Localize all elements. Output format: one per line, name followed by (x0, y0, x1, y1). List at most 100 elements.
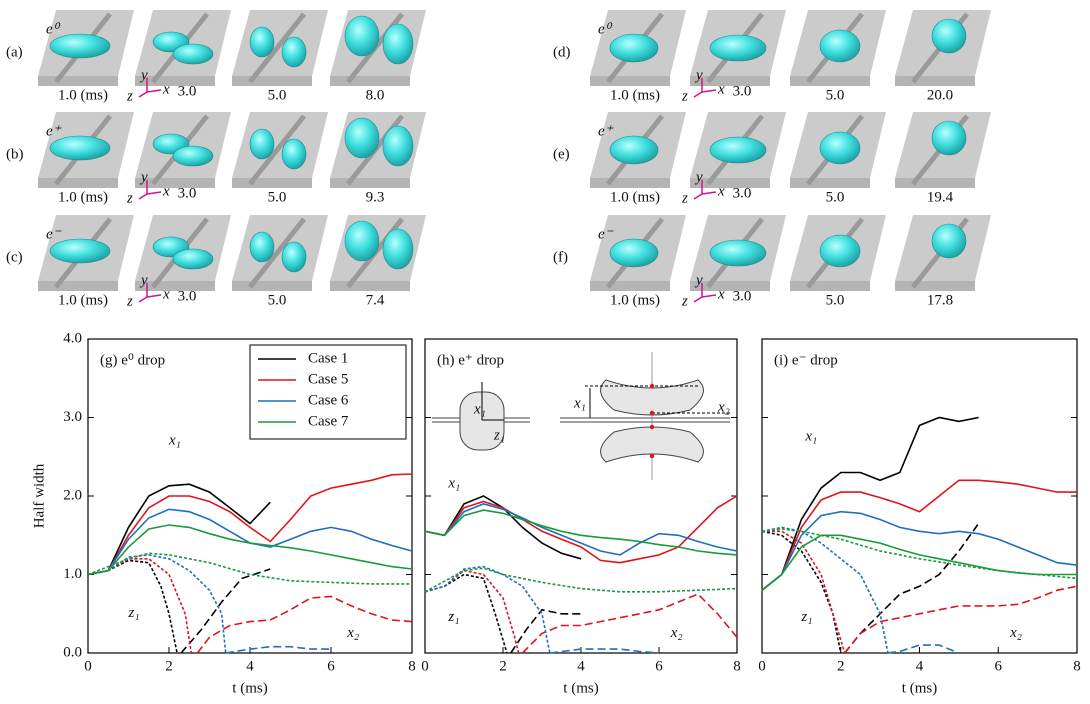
x-tick-label: 8 (408, 658, 416, 674)
curve (88, 559, 191, 653)
drop (610, 136, 658, 164)
substrate-front (232, 281, 312, 291)
axis-label: z (681, 190, 688, 206)
substrate-front (790, 76, 870, 86)
axis-label: y (139, 169, 148, 185)
substrate-front (330, 178, 410, 188)
curve (425, 496, 581, 559)
time-label: 17.8 (927, 292, 953, 308)
chart-title: (i) e⁻ drop (774, 352, 838, 368)
time-label: 9.3 (366, 189, 385, 205)
axis-arrow (147, 192, 161, 194)
axis-arrow (139, 92, 147, 97)
axis-arrow (147, 295, 161, 297)
time-label: 3.0 (733, 83, 752, 99)
curve (88, 553, 412, 584)
axis-label: y (139, 67, 148, 83)
curve (425, 568, 737, 592)
substrate-front (232, 76, 312, 86)
snapshot (895, 10, 991, 86)
x-tick-label: 0 (758, 658, 766, 674)
substrate-front (330, 281, 410, 291)
annotation: z₁ (128, 605, 140, 621)
state-label: e⁰ (598, 21, 613, 37)
drop (932, 224, 966, 258)
time-label: 1.0 (ms) (58, 189, 108, 205)
axis-arrow (702, 192, 716, 194)
time-label: 5.0 (826, 292, 845, 308)
drop (345, 118, 379, 158)
legend-label: Case 6 (308, 392, 349, 408)
state-label: e⁻ (598, 226, 614, 242)
state-label: e⁺ (598, 123, 614, 139)
annotation: x₁ (168, 432, 181, 448)
drop (50, 136, 110, 160)
curve (523, 594, 738, 653)
drop (383, 126, 413, 166)
axis-label: x (162, 81, 170, 97)
drop (345, 221, 379, 261)
drop (282, 242, 306, 272)
snapshot (330, 112, 426, 188)
curve (425, 510, 737, 555)
x-tick-label: 2 (165, 658, 173, 674)
substrate-front (895, 281, 975, 291)
annotation: z₁ (800, 609, 812, 625)
inset-point (650, 411, 654, 415)
y-tick-label: 2.0 (63, 487, 82, 503)
curve (762, 531, 841, 653)
x-tick-label: 4 (246, 658, 254, 674)
axis-label: x (717, 286, 725, 302)
drop (932, 121, 966, 155)
snapshot (790, 10, 886, 86)
drop (250, 232, 274, 262)
inset-point (650, 384, 654, 388)
snapshot (330, 10, 426, 86)
time-label: 1.0 (ms) (58, 292, 108, 308)
curve (425, 496, 737, 563)
curve (845, 586, 1077, 653)
axis-arrow (139, 194, 147, 199)
time-label: 5.0 (268, 292, 287, 308)
snapshot (232, 112, 328, 188)
x-tick-label: 2 (837, 658, 845, 674)
x-tick-label: 4 (577, 658, 585, 674)
snapshot (135, 10, 231, 86)
axis-label: y (694, 272, 703, 288)
snapshot (790, 215, 886, 291)
substrate-front (590, 281, 670, 291)
snapshot (690, 10, 786, 86)
annotation: x₂ (346, 625, 359, 641)
panel-label: (f) (553, 249, 568, 265)
curve (181, 569, 270, 653)
time-label: 1.0 (ms) (610, 87, 660, 103)
axis-arrow (694, 194, 702, 199)
x-axis-label: t (ms) (563, 680, 598, 696)
curve (845, 524, 979, 654)
curve (425, 571, 519, 653)
substrate-front (38, 76, 118, 86)
y-tick-label: 4.0 (63, 330, 82, 346)
snapshot (895, 215, 991, 291)
x-tick-label: 0 (84, 658, 92, 674)
substrate-front (590, 178, 670, 188)
panel-label: (d) (553, 44, 571, 60)
state-label: e⁺ (46, 123, 62, 139)
drop (173, 249, 213, 269)
time-label: 5.0 (268, 87, 287, 103)
panel-label: (b) (6, 146, 24, 162)
axis-label: z (681, 293, 688, 309)
time-label: 5.0 (826, 189, 845, 205)
axis-arrow (694, 297, 702, 302)
axis-label: z (126, 293, 133, 309)
time-label: 3.0 (733, 288, 752, 304)
axis-label: y (139, 272, 148, 288)
drop (932, 19, 966, 53)
x-tick-label: 6 (995, 658, 1003, 674)
drop (820, 30, 860, 62)
time-label: 1.0 (ms) (610, 292, 660, 308)
curve (197, 597, 412, 654)
inset-point (650, 454, 654, 458)
chart-title: (g) e⁰ drop (100, 352, 165, 368)
axis-arrow (139, 297, 147, 302)
